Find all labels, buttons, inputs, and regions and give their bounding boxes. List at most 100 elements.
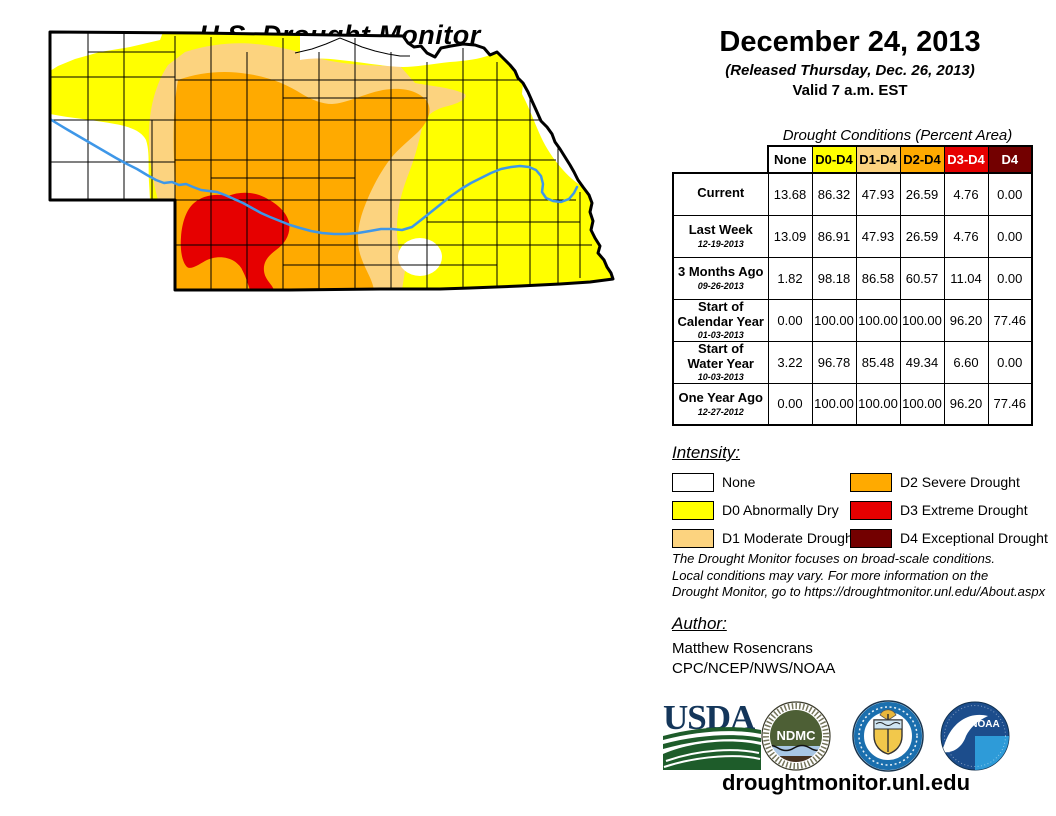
cell-value: 100.00 bbox=[811, 298, 857, 342]
d3-swatch bbox=[850, 500, 892, 520]
usda-swoosh-stripe2 bbox=[663, 755, 761, 768]
cell-value: 26.59 bbox=[899, 214, 945, 258]
cell-value: 100.00 bbox=[855, 382, 901, 426]
none-region-north-central bbox=[300, 36, 490, 67]
cell-value: 47.93 bbox=[855, 214, 901, 258]
table-header-row: None D0-D4 D1-D4 D2-D4 D3-D4 D4 bbox=[673, 145, 1033, 174]
cell-value: 100.00 bbox=[899, 382, 945, 426]
row-sublabel: 09-26-2013 bbox=[697, 280, 744, 291]
legend-item-d0: D0 Abnormally Dry bbox=[672, 496, 850, 524]
niobrara-river-line bbox=[294, 37, 410, 57]
row-label-cell: Start of Water Year 10-03-2013 bbox=[672, 340, 769, 384]
county-lines bbox=[50, 32, 592, 290]
row-label-cell: Last Week 12-19-2013 bbox=[672, 214, 769, 258]
state-outline bbox=[48, 30, 615, 292]
cell-value: 77.46 bbox=[987, 382, 1033, 426]
usda-logo: USDA bbox=[663, 698, 761, 770]
usda-field-swoosh bbox=[663, 741, 761, 770]
valid-time: Valid 7 a.m. EST bbox=[792, 82, 908, 99]
drought-conditions-table: None D0-D4 D1-D4 D2-D4 D3-D4 D4 Current … bbox=[672, 145, 1033, 426]
platte-river bbox=[50, 117, 579, 236]
row-sublabel: 10-03-2013 bbox=[697, 372, 744, 383]
row-label: Start of Calendar Year bbox=[677, 298, 764, 329]
cell-value: 0.00 bbox=[987, 214, 1033, 258]
d2-swatch bbox=[850, 472, 892, 492]
cell-value: 13.68 bbox=[767, 172, 813, 216]
table-row: Current 13.68 86.32 47.93 26.59 4.76 0.0… bbox=[672, 172, 1033, 216]
legend-item-d2: D2 Severe Drought bbox=[850, 468, 1048, 496]
cell-value: 26.59 bbox=[899, 172, 945, 216]
table-row: One Year Ago 12-27-2012 0.00 100.00 100.… bbox=[672, 382, 1033, 426]
legend-item-d1: D1 Moderate Drought bbox=[672, 524, 857, 552]
website-url: droughtmonitor.unl.edu bbox=[721, 770, 971, 795]
row-label: Start of Water Year bbox=[687, 340, 755, 371]
commerce-seal-logo bbox=[852, 700, 924, 772]
d0-swatch bbox=[672, 500, 714, 520]
cell-value: 47.93 bbox=[855, 172, 901, 216]
table-corner-spacer bbox=[673, 146, 768, 173]
legend-label: D0 Abnormally Dry bbox=[722, 502, 839, 518]
cell-value: 100.00 bbox=[855, 298, 901, 342]
legend-label: D4 Exceptional Drought bbox=[900, 530, 1048, 546]
row-label: Current bbox=[697, 185, 745, 201]
col-d1-d4: D1-D4 bbox=[855, 145, 901, 174]
cell-value: 0.00 bbox=[987, 340, 1033, 384]
d4-swatch bbox=[850, 528, 892, 548]
none-swatch bbox=[672, 472, 714, 492]
agency-logos: USDA NDMC bbox=[663, 698, 1010, 772]
legend-item-d4: D4 Exceptional Drought bbox=[850, 524, 1048, 552]
ndmc-logo-text: NDMC bbox=[777, 728, 817, 743]
legend-item-d3: D3 Extreme Drought bbox=[850, 496, 1048, 524]
cell-value: 100.00 bbox=[811, 382, 857, 426]
cell-value: 86.58 bbox=[855, 256, 901, 300]
legend-item-none: None bbox=[672, 468, 850, 496]
cell-value: 98.18 bbox=[811, 256, 857, 300]
col-d2-d4: D2-D4 bbox=[899, 145, 945, 174]
nebraska-drought-map bbox=[48, 30, 615, 292]
row-sublabel: 01-03-2013 bbox=[697, 330, 744, 341]
legend-label: D2 Severe Drought bbox=[900, 474, 1020, 490]
row-label-cell: One Year Ago 12-27-2012 bbox=[672, 382, 769, 426]
cell-value: 11.04 bbox=[943, 256, 989, 300]
noaa-logo-text: NOAA bbox=[970, 719, 999, 730]
col-d0-d4: D0-D4 bbox=[811, 145, 857, 174]
usda-field-line1 bbox=[663, 727, 761, 740]
cell-value: 100.00 bbox=[899, 298, 945, 342]
cell-value: 6.60 bbox=[943, 340, 989, 384]
noaa-logo: NOAA bbox=[940, 701, 1010, 771]
author-organization: CPC/NCEP/NWS/NOAA bbox=[672, 660, 836, 677]
cell-value: 86.91 bbox=[811, 214, 857, 258]
date-block: December 24, 2013 (Released Thursday, De… bbox=[665, 26, 1035, 99]
usda-field-line2 bbox=[663, 735, 761, 749]
usda-swoosh-stripe1 bbox=[665, 749, 760, 762]
row-label: 3 Months Ago bbox=[678, 264, 764, 280]
row-label: Last Week bbox=[688, 222, 753, 238]
row-label-cell: 3 Months Ago 09-26-2013 bbox=[672, 256, 769, 300]
map-date: December 24, 2013 bbox=[719, 26, 981, 58]
legend-label: D3 Extreme Drought bbox=[900, 502, 1028, 518]
table-row: Start of Calendar Year 01-03-2013 0.00 1… bbox=[672, 298, 1033, 342]
none-region-northwest bbox=[50, 32, 163, 71]
cell-value: 60.57 bbox=[899, 256, 945, 300]
noaa-gull-icon bbox=[941, 714, 988, 753]
row-label: One Year Ago bbox=[678, 389, 764, 405]
cell-value: 96.78 bbox=[811, 340, 857, 384]
release-date: (Released Thursday, Dec. 26, 2013) bbox=[725, 62, 975, 79]
table-caption: Drought Conditions (Percent Area) bbox=[782, 127, 1013, 144]
cell-value: 1.82 bbox=[767, 256, 813, 300]
row-sublabel: 12-19-2013 bbox=[697, 238, 744, 249]
table-row: 3 Months Ago 09-26-2013 1.82 98.18 86.58… bbox=[672, 256, 1033, 300]
row-label-cell: Start of Calendar Year 01-03-2013 bbox=[672, 298, 769, 342]
row-label-cell: Current bbox=[672, 172, 769, 216]
intensity-legend: None D0 Abnormally Dry D1 Moderate Droug… bbox=[672, 468, 1048, 552]
col-d3-d4: D3-D4 bbox=[943, 145, 989, 174]
d2-notch bbox=[201, 259, 243, 289]
cell-value: 86.32 bbox=[811, 172, 857, 216]
cell-value: 4.76 bbox=[943, 214, 989, 258]
row-sublabel: 12-27-2012 bbox=[697, 406, 744, 417]
d3-region bbox=[180, 192, 290, 290]
legend-label: D1 Moderate Drought bbox=[722, 530, 857, 546]
cell-value: 77.46 bbox=[987, 298, 1033, 342]
cell-value: 3.22 bbox=[767, 340, 813, 384]
